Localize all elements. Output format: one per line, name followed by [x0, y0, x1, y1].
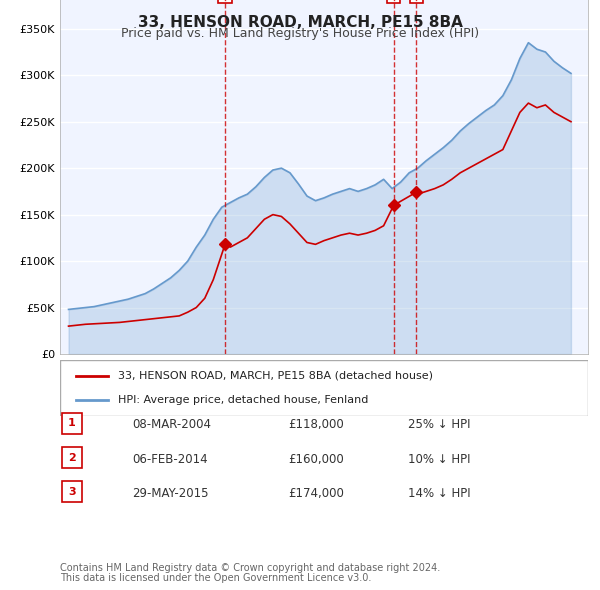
Text: 06-FEB-2014: 06-FEB-2014: [132, 453, 208, 466]
Text: 08-MAR-2004: 08-MAR-2004: [132, 418, 211, 431]
FancyBboxPatch shape: [62, 481, 82, 503]
Text: 2: 2: [68, 453, 76, 463]
Text: £160,000: £160,000: [288, 453, 344, 466]
Text: 3: 3: [68, 487, 76, 497]
Text: 14% ↓ HPI: 14% ↓ HPI: [408, 487, 470, 500]
Text: £174,000: £174,000: [288, 487, 344, 500]
Text: Price paid vs. HM Land Registry's House Price Index (HPI): Price paid vs. HM Land Registry's House …: [121, 27, 479, 40]
Text: 33, HENSON ROAD, MARCH, PE15 8BA (detached house): 33, HENSON ROAD, MARCH, PE15 8BA (detach…: [118, 371, 433, 381]
Text: 1: 1: [68, 418, 76, 428]
FancyBboxPatch shape: [60, 360, 588, 416]
FancyBboxPatch shape: [62, 413, 82, 434]
FancyBboxPatch shape: [62, 447, 82, 468]
Text: £118,000: £118,000: [288, 418, 344, 431]
Text: 10% ↓ HPI: 10% ↓ HPI: [408, 453, 470, 466]
Text: 25% ↓ HPI: 25% ↓ HPI: [408, 418, 470, 431]
Text: Contains HM Land Registry data © Crown copyright and database right 2024.: Contains HM Land Registry data © Crown c…: [60, 563, 440, 573]
Text: HPI: Average price, detached house, Fenland: HPI: Average price, detached house, Fenl…: [118, 395, 368, 405]
Text: 29-MAY-2015: 29-MAY-2015: [132, 487, 209, 500]
Text: This data is licensed under the Open Government Licence v3.0.: This data is licensed under the Open Gov…: [60, 573, 371, 584]
Text: 33, HENSON ROAD, MARCH, PE15 8BA: 33, HENSON ROAD, MARCH, PE15 8BA: [137, 15, 463, 30]
